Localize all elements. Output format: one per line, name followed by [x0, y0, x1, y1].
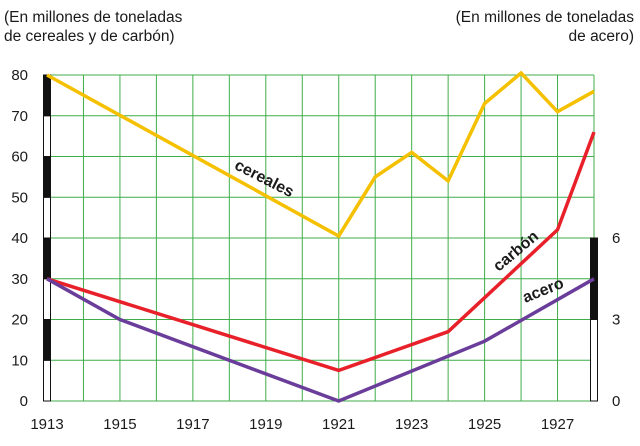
x-tick-label: 1923: [395, 416, 428, 433]
right-scale-segment: [590, 237, 598, 320]
right-scale-segment: [590, 319, 598, 402]
left-y-tick-label: 50: [11, 189, 28, 206]
left-scale-segment: [43, 156, 51, 198]
axis-scale-bars: [43, 74, 598, 402]
grid: [46, 74, 595, 402]
left-y-tick-label: 80: [11, 67, 28, 84]
right-axis-title: (En millones de toneladas de acero): [456, 8, 634, 46]
series-line-carbón: [46, 131, 596, 373]
right-y-tick-label: 0: [612, 393, 620, 410]
left-y-tick-label: 40: [11, 230, 28, 247]
right-y-tick-label: 3: [612, 312, 620, 329]
x-tick-label: 1917: [176, 416, 209, 433]
series-line-cereales: [46, 70, 595, 239]
left-axis-title-line-1: (En millones de toneladas: [4, 9, 183, 26]
left-y-tick-label: 60: [11, 149, 28, 166]
x-tick-label: 1921: [322, 416, 355, 433]
left-scale-segment: [43, 74, 51, 117]
left-scale-segment: [43, 319, 51, 361]
x-tick-label: 1925: [468, 416, 501, 433]
series-lines: [46, 70, 596, 403]
right-axis-title-line-2: de acero): [568, 28, 634, 45]
x-tick-label: 1919: [249, 416, 282, 433]
series-line-acero: [46, 277, 595, 403]
left-y-tick-label: 30: [11, 271, 28, 288]
left-scale-segment: [43, 359, 51, 402]
left-y-tick-label: 10: [11, 352, 28, 369]
left-scale-segment: [43, 278, 51, 320]
left-axis-title-line-2: de cereales y de carbón): [4, 28, 175, 45]
x-tick-label: 1913: [30, 416, 63, 433]
left-y-tick-label: 70: [11, 108, 28, 125]
right-y-tick-label: 6: [612, 230, 620, 247]
left-y-tick-label: 0: [20, 393, 28, 410]
left-y-tick-label: 20: [11, 312, 28, 329]
x-tick-label: 1927: [541, 416, 574, 433]
series-label-acero: acero: [520, 275, 566, 307]
left-scale-segment: [43, 115, 51, 157]
tick-labels: 1913 1915 1917 1919 1921 1923 1925 192701020304…: [11, 67, 620, 433]
right-axis-title-line-1: (En millones de toneladas: [455, 9, 634, 26]
x-tick-label: 1915: [103, 416, 136, 433]
left-scale-segment: [43, 237, 51, 280]
left-scale-segment: [43, 196, 51, 239]
left-axis-title: (En millones de toneladas de cereales y …: [4, 8, 182, 46]
